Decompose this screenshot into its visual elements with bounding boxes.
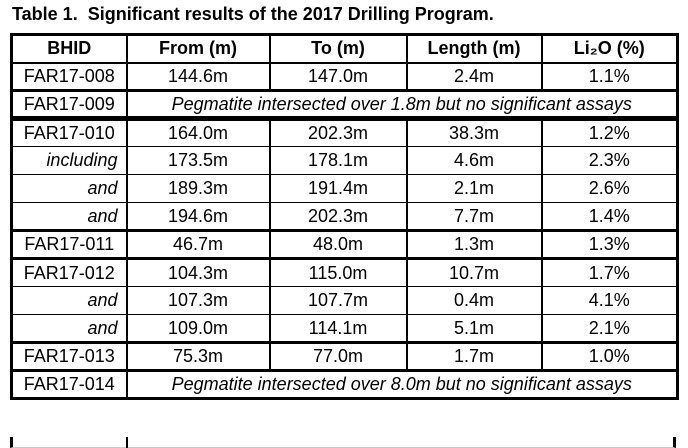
from-cell: 107.3m — [125, 286, 270, 315]
li2o-cell: 2.6% — [540, 174, 678, 203]
column-header-length: Length (m) — [405, 34, 542, 64]
to-cell: 191.4m — [268, 174, 407, 203]
from-cell: 109.0m — [125, 314, 270, 344]
table-row: and 107.3m 107.7m 0.4m 4.1% — [11, 286, 678, 315]
from-cell: 104.3m — [125, 258, 270, 287]
length-cell: 1.7m — [405, 342, 542, 372]
drilling-results-table: BHID From (m) To (m) Length (m) Li₂O (%)… — [10, 33, 679, 400]
column-header-bhid: BHID — [11, 34, 127, 64]
note-cell: Pegmatite intersected over 1.8m but no s… — [125, 90, 678, 121]
to-cell: 77.0m — [268, 342, 407, 372]
li2o-cell: 2.3% — [540, 146, 678, 175]
table-row: and 109.0m 114.1m 5.1m 2.1% — [11, 314, 678, 344]
table-row: FAR17-014 Pegmatite intersected over 8.0m… — [11, 370, 678, 400]
table-row: including 173.5m 178.1m 4.6m 2.3% — [11, 146, 678, 175]
to-cell: 114.1m — [268, 314, 407, 344]
bhid-cell: FAR17-012 — [11, 258, 127, 287]
column-divider-stub — [126, 437, 128, 448]
table-row: FAR17-012 104.3m 115.0m 10.7m 1.7% — [11, 258, 678, 287]
bhid-cell: including — [11, 146, 127, 175]
li2o-cell: 1.7% — [540, 258, 678, 287]
to-cell: 107.7m — [268, 286, 407, 315]
bhid-cell: FAR17-014 — [11, 370, 127, 400]
from-cell: 189.3m — [125, 174, 270, 203]
li2o-cell: 1.4% — [540, 202, 678, 232]
to-cell: 178.1m — [268, 146, 407, 175]
bhid-cell: FAR17-009 — [11, 90, 127, 121]
length-cell: 10.7m — [405, 258, 542, 287]
table-row: FAR17-008 144.6m 147.0m 2.4m 1.1% — [11, 62, 678, 92]
from-cell: 194.6m — [125, 202, 270, 232]
to-cell: 202.3m — [268, 118, 407, 147]
from-cell: 46.7m — [125, 230, 270, 260]
bhid-cell: FAR17-010 — [11, 118, 127, 147]
table-row: FAR17-010 164.0m 202.3m 38.3m 1.2% — [11, 118, 678, 147]
table-row: FAR17-013 75.3m 77.0m 1.7m 1.0% — [11, 342, 678, 372]
li2o-cell: 1.2% — [540, 118, 678, 147]
bhid-cell: and — [11, 286, 127, 315]
header-row: BHID From (m) To (m) Length (m) Li₂O (%) — [11, 34, 678, 64]
column-header-li2o: Li₂O (%) — [540, 34, 678, 64]
length-cell: 38.3m — [405, 118, 542, 147]
table-title: Table 1. Significant results of the 2017… — [12, 4, 494, 24]
length-cell: 2.1m — [405, 174, 542, 203]
from-cell: 144.6m — [125, 62, 270, 92]
table-row: FAR17-009 Pegmatite intersected over 1.8m… — [11, 90, 678, 121]
li2o-cell: 1.0% — [540, 342, 678, 372]
length-cell: 2.4m — [405, 62, 542, 92]
partial-next-row — [10, 437, 676, 448]
li2o-cell: 1.1% — [540, 62, 678, 92]
to-cell: 147.0m — [268, 62, 407, 92]
length-cell: 0.4m — [405, 286, 542, 315]
to-cell: 48.0m — [268, 230, 407, 260]
note-cell: Pegmatite intersected over 8.0m but no s… — [125, 370, 678, 400]
to-cell: 115.0m — [268, 258, 407, 287]
length-cell: 5.1m — [405, 314, 542, 344]
length-cell: 7.7m — [405, 202, 542, 232]
li2o-cell: 4.1% — [540, 286, 678, 315]
table-row: and 189.3m 191.4m 2.1m 2.6% — [11, 174, 678, 203]
length-cell: 1.3m — [405, 230, 542, 260]
from-cell: 164.0m — [125, 118, 270, 147]
bhid-cell: FAR17-008 — [11, 62, 127, 92]
bhid-cell: and — [11, 174, 127, 203]
length-cell: 4.6m — [405, 146, 542, 175]
column-header-to: To (m) — [268, 34, 407, 64]
li2o-cell: 1.3% — [540, 230, 678, 260]
from-cell: 173.5m — [125, 146, 270, 175]
bhid-cell: FAR17-011 — [11, 230, 127, 260]
column-header-from: From (m) — [125, 34, 270, 64]
table-row: and 194.6m 202.3m 7.7m 1.4% — [11, 202, 678, 232]
table-row: FAR17-011 46.7m 48.0m 1.3m 1.3% — [11, 230, 678, 260]
li2o-cell: 2.1% — [540, 314, 678, 344]
from-cell: 75.3m — [125, 342, 270, 372]
bhid-cell: and — [11, 314, 127, 344]
to-cell: 202.3m — [268, 202, 407, 232]
bhid-cell: and — [11, 202, 127, 232]
bhid-cell: FAR17-013 — [11, 342, 127, 372]
